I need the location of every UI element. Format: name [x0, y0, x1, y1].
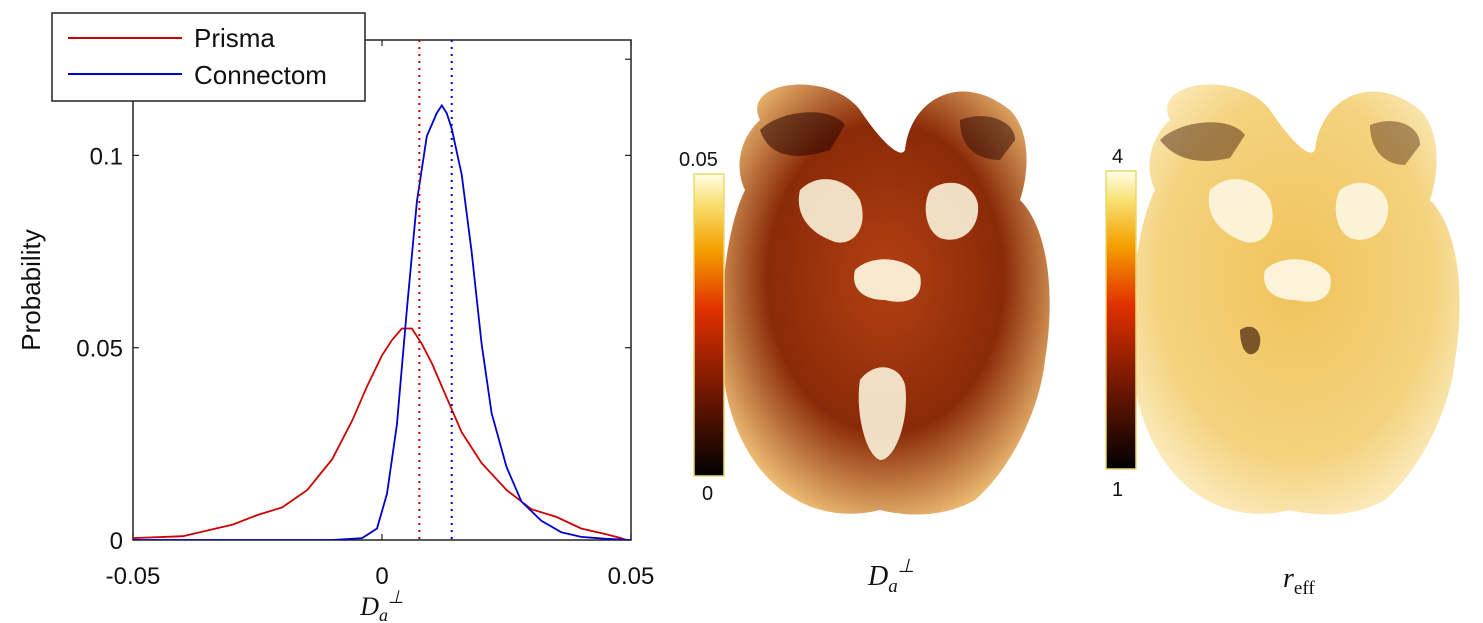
line-chart: 0 0.05 0.1 -0.05 0 0.05 Probability Da⊥ Pris…: [16, 12, 655, 623]
colorbar-min-label-r-eff: 1: [1112, 479, 1123, 501]
y-tick-label: 0.1: [90, 143, 123, 170]
y-tick-label: 0.05: [76, 336, 123, 363]
colorbar-max-label-da-perp: 0.05: [679, 149, 718, 171]
colorbar-r-eff: [1105, 170, 1137, 470]
series-line-connectom: [133, 103, 631, 540]
heatmap-r-eff: 4 1 reff: [1105, 84, 1460, 599]
x-tick-label: -0.05: [106, 563, 161, 590]
legend-box: [51, 12, 366, 102]
brain-image-da-perp: [721, 84, 1050, 515]
legend: Prisma Connectom: [51, 12, 366, 102]
x-tick-label: 0.05: [608, 563, 655, 590]
colorbar-min-label-da-perp: 0: [702, 483, 713, 505]
colorbar-da-perp: [693, 173, 725, 477]
plot-frame: [132, 39, 632, 541]
y-axis-label: Probability: [16, 229, 46, 350]
map-title-r-eff: reff: [1283, 563, 1315, 599]
series-layer: [133, 40, 631, 540]
x-tick-label: 0: [375, 563, 388, 590]
series-line-prisma: [133, 327, 627, 540]
x-ticks: -0.05 0 0.05: [106, 40, 655, 590]
heatmap-da-perp: 0.05 0 Da⊥: [679, 84, 1050, 597]
y-ticks: 0 0.05 0.1: [76, 58, 631, 555]
map-title-da-perp: Da⊥: [867, 556, 914, 597]
brain-image-r-eff: [1131, 84, 1460, 515]
legend-label-connectom: Connectom: [194, 60, 327, 90]
colorbar-max-label-r-eff: 4: [1112, 146, 1123, 168]
x-axis-label: Da⊥: [359, 587, 403, 623]
y-tick-label: 0: [110, 528, 123, 555]
legend-label-prisma: Prisma: [194, 23, 275, 53]
